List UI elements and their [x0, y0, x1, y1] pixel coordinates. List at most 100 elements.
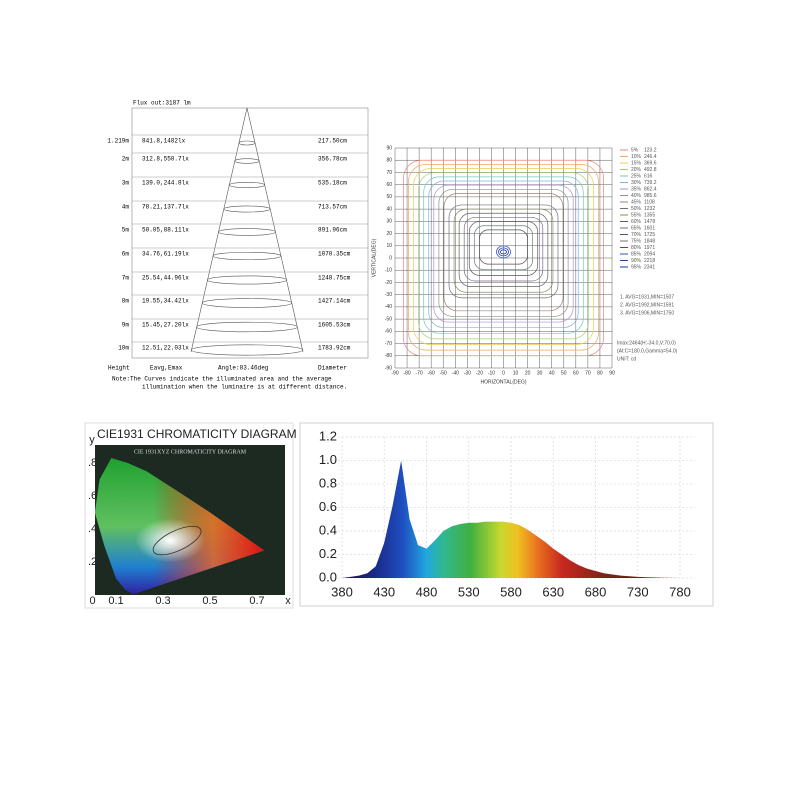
legend-value: 492.8: [644, 167, 657, 173]
legend-value: 739.2: [644, 180, 657, 186]
y-tick-label: 0.2: [319, 546, 337, 561]
y-tick-label: .6: [88, 490, 97, 502]
legend-name: 60%: [631, 219, 642, 225]
diameter-label: 1783.92cm: [318, 345, 351, 352]
legend-name: 75%: [631, 238, 642, 244]
diameter-label: 1605.53cm: [318, 322, 351, 329]
y-tick-label: .2: [88, 556, 97, 568]
height-label: 6m: [122, 251, 130, 258]
note: illumination when the luminaire is at di…: [142, 384, 347, 391]
contour: [498, 247, 509, 257]
x-tick-label: 380: [331, 584, 353, 599]
legend-value: 1478: [644, 219, 655, 225]
y-tick-label: 40: [386, 206, 392, 212]
diameter-label: 1427.14cm: [318, 298, 351, 305]
contour: [453, 208, 554, 293]
x-tick-label: -90: [391, 370, 398, 376]
x-tick-label: 780: [669, 584, 691, 599]
illuminance-label: 50.05,88.11lx: [142, 227, 189, 234]
y-tick-label: 1.2: [319, 428, 337, 443]
y-tick-label: 1.0: [319, 452, 337, 467]
legend-name: 55%: [631, 212, 642, 218]
x-tick-label: -30: [464, 370, 471, 376]
x-tick-label: 0.3: [155, 595, 170, 607]
y-tick-label: -40: [385, 304, 392, 310]
x-tick-label: -40: [452, 370, 459, 376]
illuminance-label: 12.51,22.03lx: [142, 345, 189, 352]
note: 2. AVG=1992,MIN=1591: [620, 302, 674, 308]
x-tick-label: -50: [440, 370, 447, 376]
legend-name: 95%: [631, 264, 642, 270]
contour: [473, 225, 534, 271]
legend-name: 30%: [631, 180, 642, 186]
white-region: [135, 518, 206, 563]
footer-label: Angle:83.46deg: [218, 365, 269, 372]
legend-name: 85%: [631, 251, 642, 257]
legend-name: 70%: [631, 232, 642, 238]
contour: [438, 188, 569, 317]
cone-edge: [246, 107, 304, 353]
legend-value: 2094: [644, 251, 655, 257]
illuminance-label: 34.76,61.19lx: [142, 251, 189, 258]
illuminance-label: 139.0,244.8lx: [142, 180, 189, 187]
y-tick-label: -50: [385, 316, 392, 322]
x-tick-label: 0.1: [108, 595, 123, 607]
y-tick-label: .8: [88, 457, 97, 469]
contour: [463, 217, 544, 282]
x-tick-label: 80: [597, 370, 603, 376]
contour: [468, 221, 539, 276]
footer-label: Height: [108, 365, 130, 372]
cone-ellipse: [196, 321, 298, 333]
legend-value: 2218: [644, 258, 655, 264]
x-tick-label: 530: [458, 584, 480, 599]
cone-ellipse: [238, 140, 256, 146]
x-tick-label: 10: [513, 370, 519, 376]
height-label: 5m: [122, 227, 130, 234]
legend-value: 1848: [644, 238, 655, 244]
x-axis-label: HORIZONTAL(DEG): [480, 379, 526, 385]
y-tick-label: 50: [386, 194, 392, 200]
info: UNIT: cd: [617, 356, 636, 362]
y-axis-label: y: [89, 434, 95, 446]
contour: [458, 212, 549, 287]
planckian-ellipse: [152, 525, 202, 556]
x-tick-label: 0.5: [202, 595, 217, 607]
legend-value: 369.6: [644, 160, 657, 166]
contour: [443, 193, 564, 312]
illuminance-label: 19.55,34.42lx: [142, 298, 189, 305]
contour: [408, 164, 599, 351]
y-axis-label: VERTICAL(DEG): [371, 238, 377, 277]
cone-edge: [190, 107, 248, 353]
cone-ellipse: [201, 298, 293, 308]
legend-name: 80%: [631, 245, 642, 251]
legend-value: 1232: [644, 206, 655, 212]
x-tick-label: -20: [476, 370, 483, 376]
legend-name: 10%: [631, 154, 642, 160]
y-tick-label: -80: [385, 353, 392, 359]
height-label: 7m: [122, 275, 130, 282]
legend-name: 35%: [631, 186, 642, 192]
legend-name: 45%: [631, 199, 642, 205]
y-tick-label: 0.6: [319, 499, 337, 514]
legend-value: 1971: [644, 245, 655, 251]
note: Note:The Curves indicate the illuminated…: [112, 376, 332, 383]
illuminance-label: 25.54,44.96lx: [142, 275, 189, 282]
x-tick-label: -70: [415, 370, 422, 376]
contour: [423, 176, 584, 334]
legend-value: 616: [644, 173, 653, 179]
note: 3. AVG=1906,MIN=1750: [620, 310, 674, 316]
note: 1. AVG=1931,MIN=1507: [620, 294, 674, 300]
diameter-label: 1248.75cm: [318, 275, 351, 282]
y-tick-label: -70: [385, 341, 392, 347]
illuminance-label: 78.21,137.7lx: [142, 204, 189, 211]
inner-title: CIE 1931XYZ CHROMATICITY DIAGRAM: [134, 449, 247, 455]
illuminance-label: 312.8,550.7lx: [142, 156, 189, 163]
cone-ellipse: [223, 205, 271, 213]
legend-value: 246.4: [644, 154, 657, 160]
diameter-label: 1070.35cm: [318, 251, 351, 258]
height-label: 2m: [122, 156, 130, 163]
contour: [418, 172, 589, 340]
y-tick-label: 10: [386, 243, 392, 249]
contour: [433, 184, 574, 323]
